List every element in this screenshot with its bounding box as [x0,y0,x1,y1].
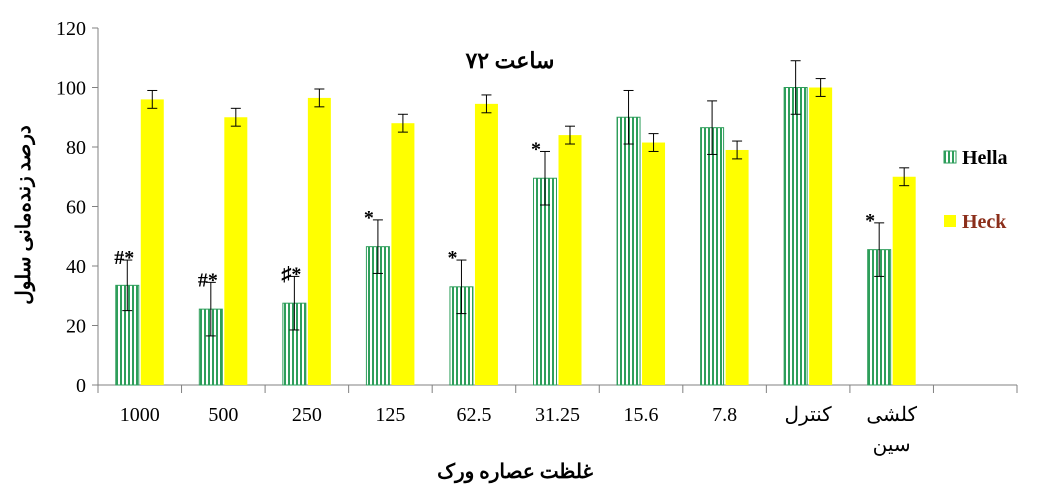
bar-heck [892,176,916,385]
x-tick-label: 500 [208,404,238,426]
significance-annotation: ♯* [281,263,301,285]
x-tick-label: 7.8 [712,404,737,426]
bar-hella [700,127,725,386]
y-axis-label: درصد زنده‌مانی سلول [13,125,36,305]
legend-label-heck: Heck [962,211,1007,233]
x-axis-label: غلظت عصاره ورک [437,461,593,484]
significance-annotation: * [865,210,875,232]
significance-annotation: * [364,207,374,229]
y-tick-label: 60 [66,197,86,219]
significance-annotation: #* [114,247,134,269]
y-tick-label: 40 [66,256,86,278]
bar-hella [533,177,557,386]
y-tick-label: 120 [56,18,86,40]
bar-heck [642,142,666,385]
legend-label-hella: Hella [962,147,1008,169]
y-tick-label: 0 [76,375,86,397]
y-tick-label: 20 [66,316,86,338]
x-tick-label: 62.5 [456,404,491,426]
x-tick-label: 15.6 [624,404,659,426]
bar-heck [558,135,582,385]
bar-heck [307,97,331,385]
significance-annotation: * [531,138,541,160]
bar-heck [809,87,833,385]
significance-annotation: #* [198,269,218,291]
bar-hella [783,87,808,386]
x-tick-label: کلشی سین [866,404,917,456]
bar-heck [140,99,164,386]
legend-swatch-hella [943,150,957,164]
bar-hella [616,116,641,386]
legend: Hella Heck [943,147,1008,233]
legend-swatch-heck [944,215,956,227]
bar-heck [224,117,248,385]
x-tick-label: 1000 [120,404,160,426]
x-tick-label: 31.25 [535,404,580,426]
y-tick-label: 80 [66,137,86,159]
y-tick-label: 100 [56,78,86,100]
significance-annotation: * [447,247,457,269]
bar-heck [391,123,415,385]
plot-area: 0 20 40 60 80 100 120 1000 #* 500 #* 250 ♯* 125 * 62.5 *… [56,18,1018,456]
x-tick-label: 250 [292,404,322,426]
x-tick-label: کنترل [785,404,833,426]
x-tick-label: 125 [375,404,405,426]
chart-title: ساعت ۷۲ [464,48,554,73]
bar-heck [725,149,749,385]
bar-heck [474,103,498,386]
